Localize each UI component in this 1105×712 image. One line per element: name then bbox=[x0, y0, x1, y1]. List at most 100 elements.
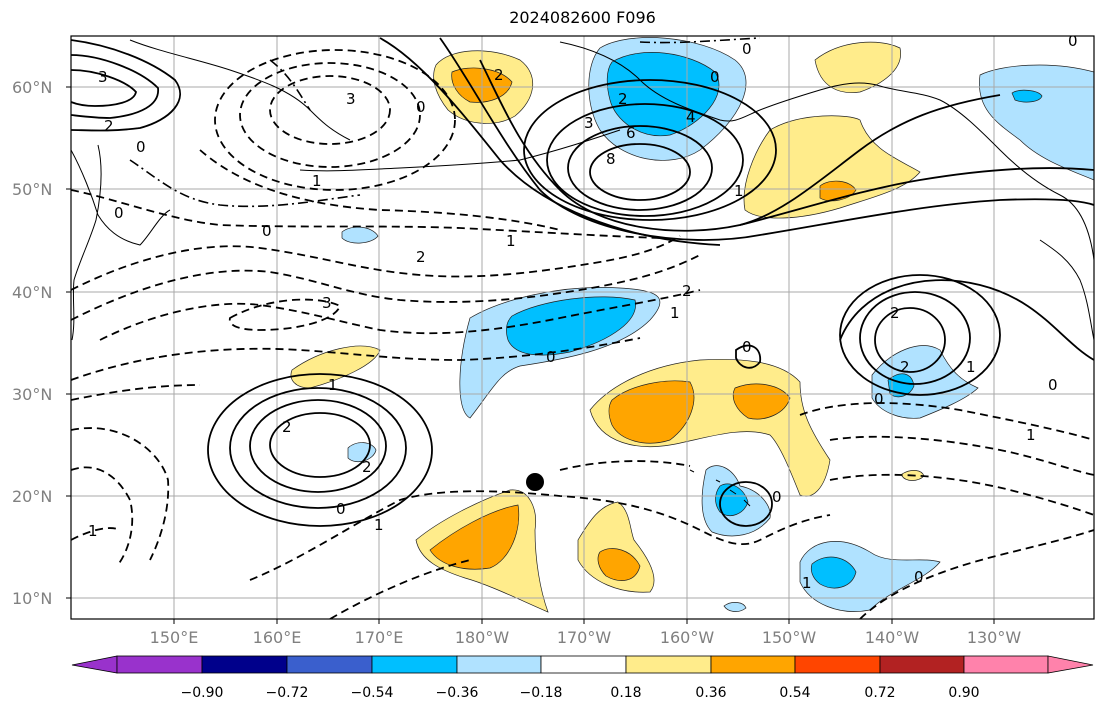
colorbar-label: 0.72 bbox=[864, 685, 895, 701]
contour-ring bbox=[859, 291, 971, 385]
axis-ticks bbox=[66, 86, 995, 624]
contour-ring bbox=[269, 412, 371, 478]
lon-label: 170°W bbox=[557, 628, 612, 647]
colorbar-segment bbox=[625, 655, 712, 674]
contour-line bbox=[269, 59, 311, 111]
contour-label: 1 bbox=[506, 232, 516, 250]
contour-line bbox=[71, 254, 701, 321]
shade-cyan bbox=[887, 373, 915, 398]
coastlines bbox=[71, 39, 1094, 507]
contour-line bbox=[71, 39, 181, 132]
colorbar-segment bbox=[540, 655, 627, 674]
contour-line bbox=[829, 473, 1094, 516]
shade-orange bbox=[732, 383, 791, 420]
contour-label: 2 bbox=[618, 90, 628, 108]
lon-label: 160°E bbox=[253, 628, 302, 647]
contour-label: 6 bbox=[626, 124, 636, 142]
map-title: 2024082600 F096 bbox=[509, 8, 656, 27]
contour-line bbox=[739, 94, 1001, 226]
shade-yellow bbox=[290, 345, 381, 389]
contour-label: 0 bbox=[710, 68, 720, 86]
shade-cyan bbox=[1011, 89, 1043, 103]
contour-label: 1 bbox=[374, 516, 384, 534]
contour-label: 0 bbox=[874, 390, 884, 408]
colorbar-segment bbox=[710, 655, 796, 674]
contour-label: 2 bbox=[890, 304, 900, 322]
lat-label: 50°N bbox=[12, 180, 52, 199]
contour-label: 2 bbox=[682, 282, 692, 300]
map-content: 3 2 0 1 3 0 2 2 0 4 6 8 3 1 0 0 1 2 3 2 … bbox=[71, 32, 1094, 619]
contour-label: 3 bbox=[584, 114, 594, 132]
lat-label: 60°N bbox=[12, 78, 52, 97]
contour-label: 0 bbox=[1068, 32, 1078, 50]
lon-label: 170°E bbox=[355, 628, 404, 647]
colorbar-segment bbox=[1047, 655, 1094, 674]
contour-labels: 3 2 0 1 3 0 2 2 0 4 6 8 3 1 0 0 1 2 3 2 … bbox=[88, 32, 1078, 592]
contour-ring bbox=[589, 143, 691, 201]
lon-label: 150°W bbox=[762, 628, 817, 647]
contour-label: 2 bbox=[416, 248, 426, 266]
contour-label: 1 bbox=[312, 172, 322, 190]
contour-label: 0 bbox=[336, 500, 346, 518]
contour-line bbox=[99, 289, 701, 341]
colorbar-segment bbox=[794, 655, 881, 674]
coast-alaska bbox=[559, 41, 1094, 261]
colorbar-segment bbox=[71, 655, 118, 674]
contour-line bbox=[799, 402, 1094, 441]
contour-line bbox=[249, 490, 831, 581]
contour-label: 1 bbox=[328, 376, 338, 394]
colorbar bbox=[71, 655, 1094, 674]
contour-line bbox=[559, 460, 691, 471]
contour-line bbox=[71, 466, 134, 566]
colorbar-segment bbox=[371, 655, 458, 674]
contour-line bbox=[71, 54, 159, 119]
contour-label: 0 bbox=[114, 204, 124, 222]
contour-label: 1 bbox=[802, 574, 812, 592]
contour-line bbox=[71, 235, 681, 291]
contour-label: 0 bbox=[914, 568, 924, 586]
colorbar-label: −0.54 bbox=[351, 685, 394, 701]
lon-labels: 150°E 160°E 170°E 180°W 170°W 160°W 150°… bbox=[150, 628, 1022, 647]
shade-light-blue bbox=[341, 226, 379, 244]
lon-label: 140°W bbox=[865, 628, 920, 647]
shade-cyan bbox=[506, 296, 636, 356]
lon-label: 160°W bbox=[660, 628, 715, 647]
colorbar-segment bbox=[456, 655, 542, 674]
contour-ring bbox=[229, 387, 407, 509]
colorbar-segment bbox=[879, 655, 965, 674]
contour-ring bbox=[546, 103, 744, 217]
contour-line bbox=[735, 344, 762, 369]
coast-chukotka bbox=[129, 39, 351, 141]
contour-line bbox=[439, 37, 1094, 241]
lat-labels: 10°N 20°N 30°N 40°N 50°N 60°N bbox=[12, 78, 52, 608]
colorbar-segment bbox=[963, 655, 1049, 674]
contour-label: 2 bbox=[362, 458, 372, 476]
colorbar-label: 0.54 bbox=[779, 685, 810, 701]
colorbar-label: 0.18 bbox=[610, 685, 641, 701]
contour-label: 0 bbox=[136, 138, 146, 156]
contour-line bbox=[71, 384, 201, 401]
contour-line bbox=[829, 435, 1094, 476]
contour-line bbox=[379, 37, 721, 246]
coast-aleutians bbox=[299, 129, 621, 172]
contour-label: 3 bbox=[98, 68, 108, 86]
contour-line bbox=[129, 159, 361, 208]
colorbar-segment bbox=[116, 655, 203, 674]
contour-label: 2 bbox=[900, 358, 910, 376]
lat-label: 40°N bbox=[12, 283, 52, 302]
contour-line bbox=[228, 298, 342, 331]
contour-label: 8 bbox=[606, 150, 616, 168]
contours-positive bbox=[71, 37, 1094, 527]
contour-label: 0 bbox=[772, 488, 782, 506]
contour-label: 1 bbox=[966, 358, 976, 376]
contour-label: 1 bbox=[88, 522, 98, 540]
contour-ring bbox=[207, 373, 433, 527]
coast-islands bbox=[689, 469, 751, 507]
lon-label: 150°E bbox=[150, 628, 199, 647]
contour-line bbox=[639, 37, 761, 44]
coast-canada bbox=[1039, 239, 1094, 341]
contour-ring bbox=[839, 274, 1001, 396]
lat-label: 20°N bbox=[12, 487, 52, 506]
contour-label: 3 bbox=[346, 90, 356, 108]
shade-orange bbox=[597, 548, 641, 581]
